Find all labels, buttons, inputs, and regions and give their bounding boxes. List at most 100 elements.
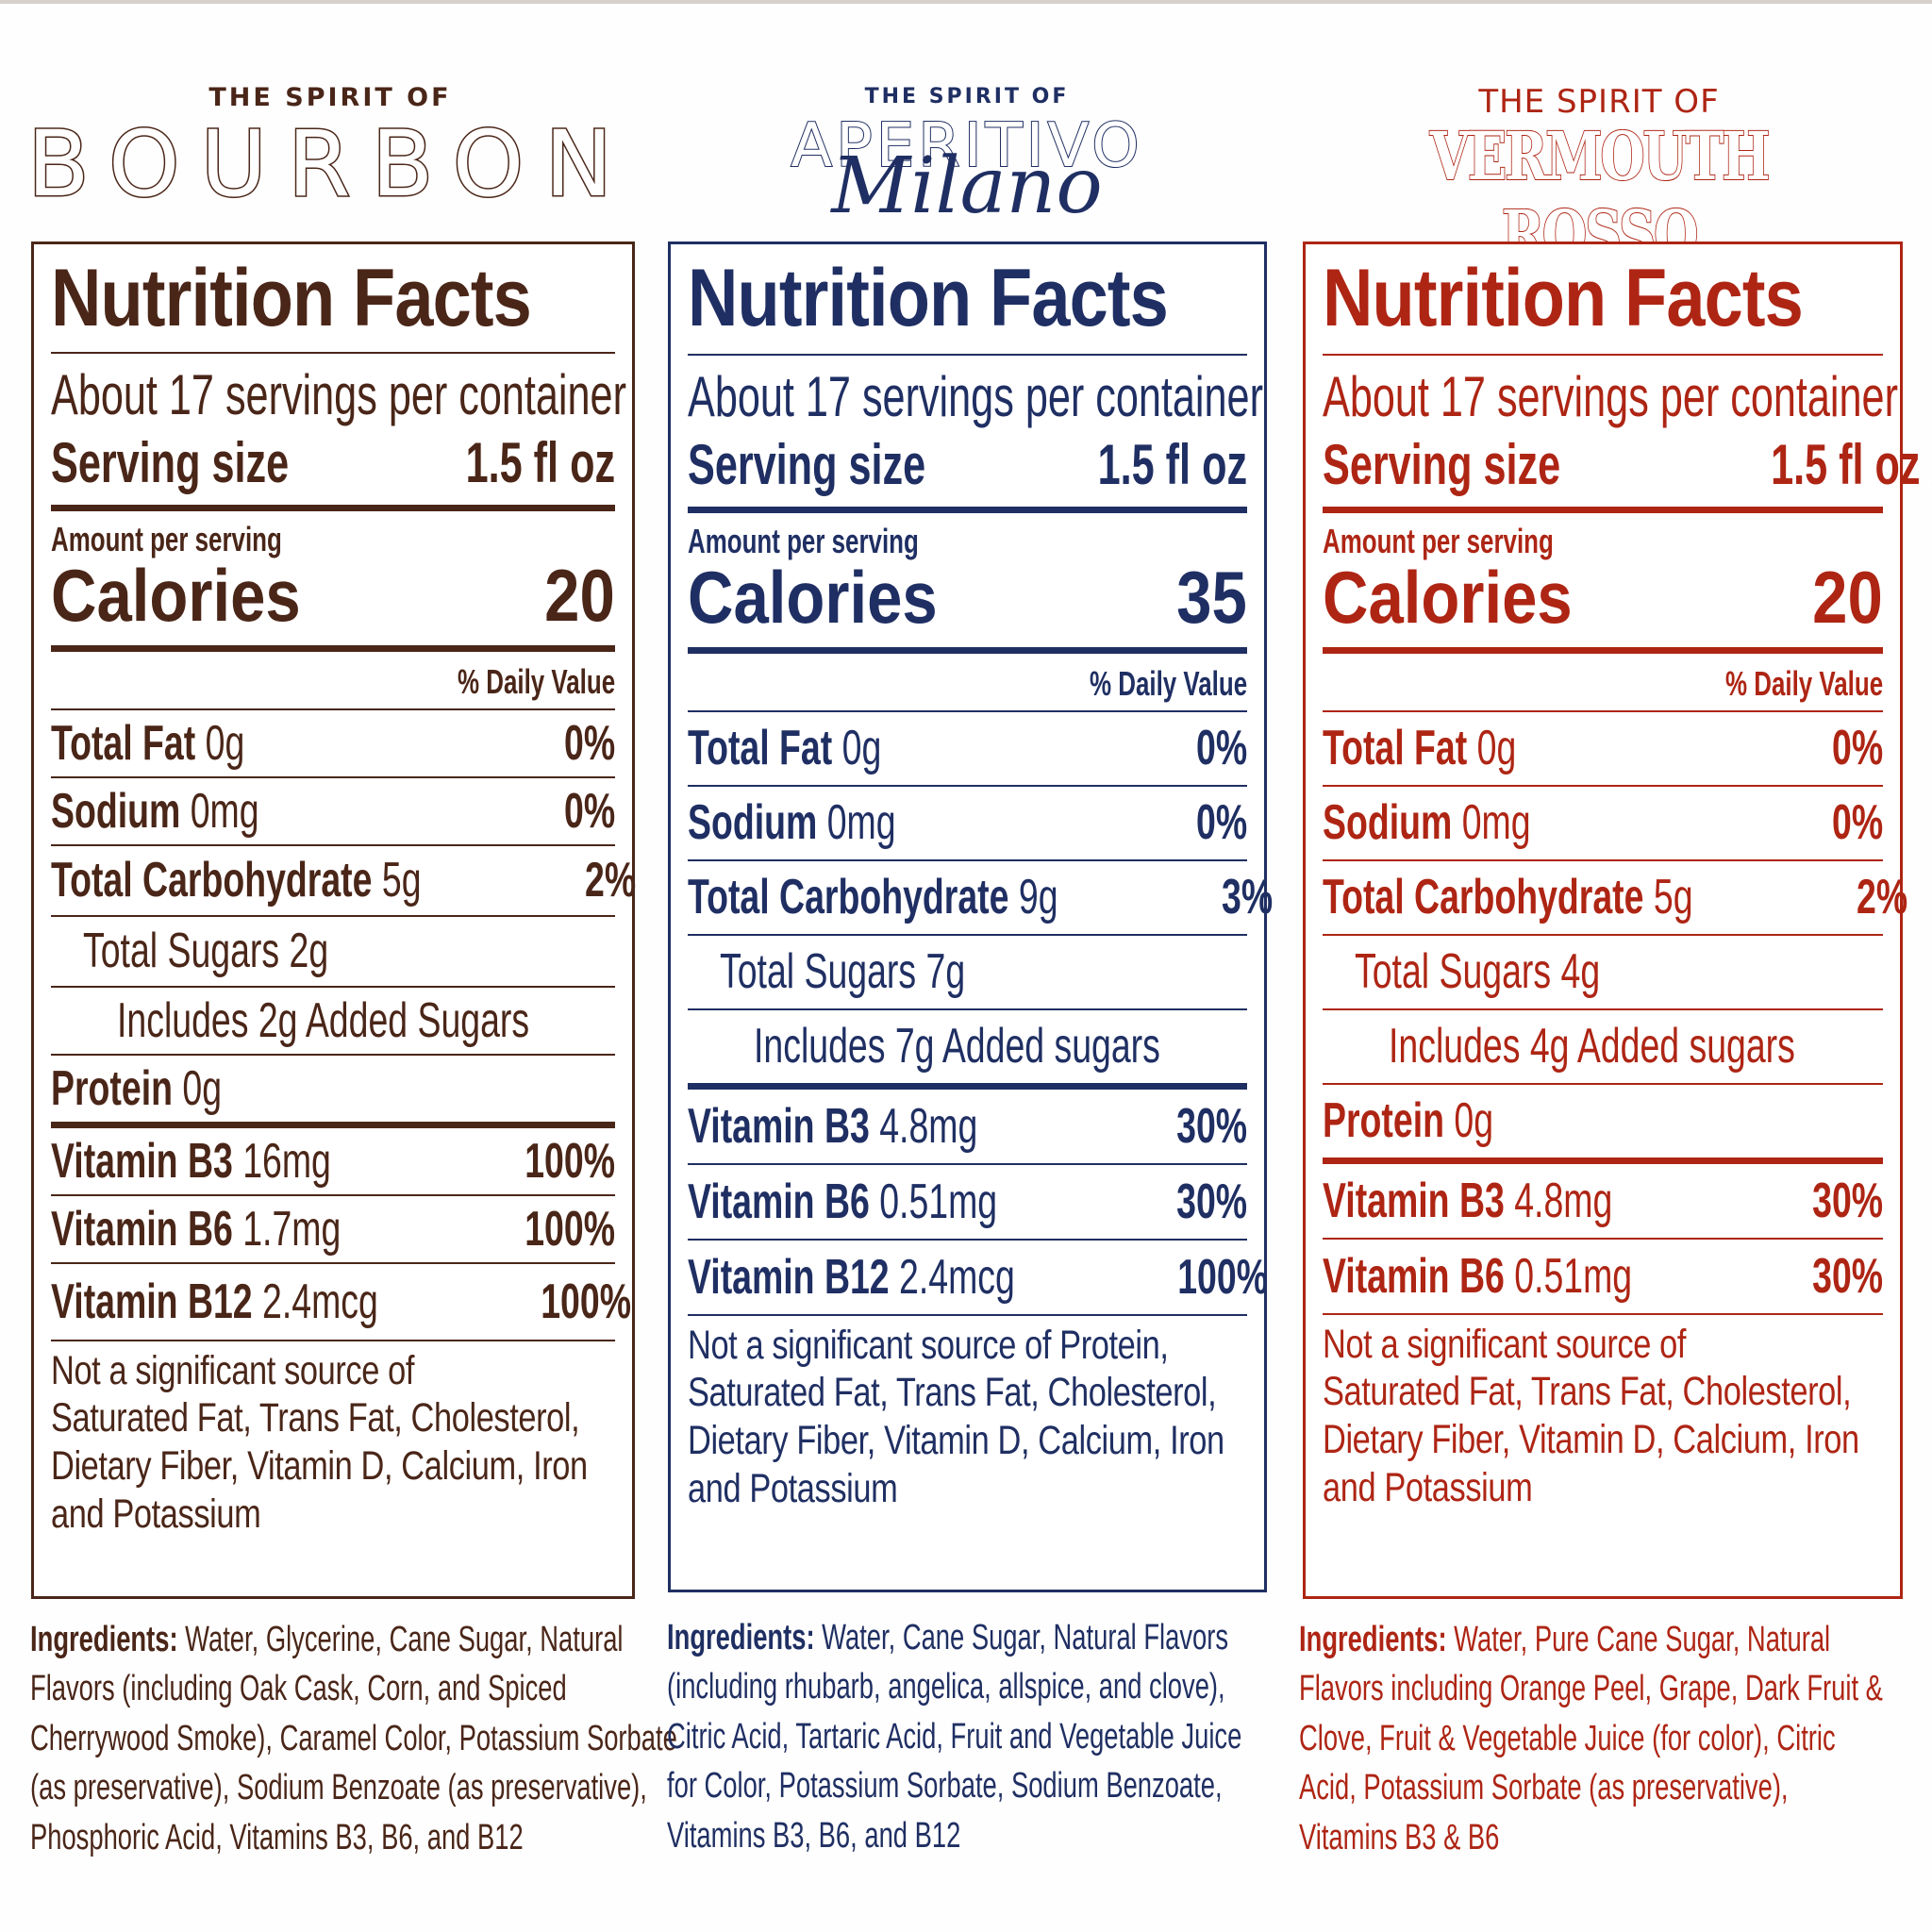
divider	[51, 775, 615, 778]
serving-size-value: 1.5 fl oz	[465, 431, 615, 494]
divider-thick	[51, 1121, 615, 1128]
nutrient-row-sodium: Sodium 0mg 0%	[51, 783, 615, 839]
ingredients-label: Ingredients:	[667, 1618, 815, 1657]
nutrient-row-total-sugars: Total Sugars 7g	[720, 944, 966, 1000]
vitamin-row-b6: Vitamin B6 0.51mg 30%	[688, 1174, 1247, 1229]
divider-thick	[51, 644, 615, 652]
divider-thick	[688, 646, 1247, 654]
divider	[1323, 1082, 1883, 1085]
serving-size-label: Serving size	[688, 433, 926, 496]
divider	[1323, 784, 1883, 787]
nutrient-row-total-fat: Total Fat 0g 0%	[1323, 721, 1883, 776]
divider-thick	[688, 1082, 1247, 1090]
serving-size-value: 1.5 fl oz	[1097, 433, 1247, 496]
nutrition-facts-title: Nutrition Facts	[1323, 253, 1804, 343]
divider	[1323, 933, 1883, 936]
nutrition-facts-box: Nutrition Facts About 17 servings per co…	[668, 242, 1417, 1592]
vitamin-row-b6: Vitamin B6 1.7mg 100%	[51, 1201, 615, 1257]
divider	[51, 708, 615, 710]
serving-size-label: Serving size	[51, 431, 290, 494]
amount-per-serving: Amount per serving	[51, 520, 282, 558]
nutrient-row-total-carbohydrate: Total Carbohydrate 5g 2%	[51, 853, 637, 908]
divider	[51, 985, 615, 988]
nutrient-row-added-sugars: Includes 7g Added sugars 14%	[754, 1019, 1417, 1074]
divider-thick	[1323, 1157, 1883, 1164]
nutrient-row-sodium: Sodium 0mg 0%	[1323, 795, 1883, 851]
brand-name: BOURBON	[25, 110, 634, 219]
footnote: Not a significant source of Saturated Fa…	[1323, 1321, 1859, 1510]
divider	[1323, 1312, 1883, 1315]
divider	[1323, 354, 1883, 356]
brand-script: Milano	[831, 142, 1103, 231]
nutrient-row-total-sugars: Total Sugars 2g	[83, 924, 329, 979]
serving-size-row: Serving size 1.5 fl oz	[51, 435, 615, 491]
ingredients-label: Ingredients:	[30, 1620, 178, 1659]
divider	[688, 1162, 1247, 1165]
brand-kicker: THE SPIRIT OF	[1478, 83, 1720, 121]
ingredients-list: Ingredients: Water, Glycerine, Cane Suga…	[30, 1620, 677, 1857]
ingredients-label: Ingredients:	[1299, 1620, 1447, 1659]
vitamin-row-b3: Vitamin B3 16mg 100%	[51, 1133, 615, 1189]
vitamin-row-b3: Vitamin B3 4.8mg 30%	[688, 1098, 1247, 1154]
top-edge-strip	[0, 0, 1932, 4]
daily-value-header: % Daily Value	[457, 661, 615, 701]
ingredients-list: Ingredients: Water, Pure Cane Sugar, Nat…	[1299, 1620, 1883, 1857]
divider	[688, 784, 1247, 787]
servings-per-container: About 17 servings per container	[51, 363, 626, 426]
divider-thick	[1323, 646, 1883, 654]
divider	[1323, 709, 1883, 712]
calories-row: Calories 35	[688, 560, 1247, 634]
daily-value-header: % Daily Value	[1724, 663, 1883, 703]
nutrient-row-added-sugars: Includes 4g Added sugars 8%	[1389, 1019, 1795, 1074]
nutrient-row-total-carbohydrate: Total Carbohydrate 5g 2%	[1323, 870, 1908, 925]
footnote: Not a significant source of Saturated Fa…	[51, 1347, 588, 1537]
divider	[688, 1008, 1247, 1010]
calories-value: 20	[1812, 555, 1883, 639]
serving-size-value: 1.5 fl oz / 3 tbsp	[1771, 433, 1932, 496]
divider	[51, 1053, 615, 1056]
serving-size-row: Serving size 1.5 fl oz	[688, 437, 1247, 493]
divider-thick	[688, 507, 1247, 513]
footnote: Not a significant source of Protein, Sat…	[688, 1322, 1224, 1511]
nutrition-facts-box: Nutrition Facts About 17 servings per co…	[31, 242, 760, 1599]
vitamin-row-b3: Vitamin B3 4.8mg 30%	[1323, 1173, 1883, 1228]
calories-label: Calories	[1323, 555, 1573, 639]
divider-thick	[51, 505, 615, 511]
divider	[51, 1339, 615, 1341]
serving-size-row: Serving size 1.5 fl oz / 3 tbsp	[1323, 433, 1932, 496]
serving-size-label: Serving size	[1323, 433, 1561, 496]
ingredients-list: Ingredients: Water, Cane Sugar, Natural …	[667, 1618, 1242, 1856]
servings-per-container: About 17 servings per container	[1323, 365, 1898, 428]
nutrient-row-added-sugars: Includes 2g Added Sugars 4%	[117, 992, 760, 1048]
calories-row: Calories 20	[51, 558, 615, 632]
nutrient-row-sodium: Sodium 0mg 0%	[688, 795, 1247, 851]
label-panel-vermouth-rosso: THE SPIRIT OF VERMOUTH ROSSO Nutrition F…	[1288, 0, 1932, 1932]
servings-per-container: About 17 servings per container	[688, 365, 1263, 428]
vitamin-row-b6: Vitamin B6 0.51mg 30%	[1323, 1248, 1883, 1304]
amount-per-serving: Amount per serving	[1323, 522, 1554, 560]
divider-thick	[1323, 507, 1883, 513]
calories-value: 20	[544, 553, 615, 637]
brand-kicker: THE SPIRIT OF	[864, 85, 1070, 108]
nutrient-row-total-sugars: Total Sugars 4g	[1355, 944, 1601, 1000]
calories-label: Calories	[51, 553, 301, 637]
divider	[51, 1193, 615, 1196]
divider	[688, 1313, 1247, 1316]
vitamin-row-b12: Vitamin B12 2.4mcg 100%	[51, 1274, 631, 1329]
brand-name: VERMOUTH ROSSO	[1429, 116, 1771, 275]
divider	[51, 352, 615, 354]
nutrition-facts-title: Nutrition Facts	[51, 253, 532, 343]
label-panel-bourbon: THE SPIRIT OF BOURBON Nutrition Facts Ab…	[19, 0, 760, 1932]
calories-label: Calories	[688, 555, 938, 639]
nutrient-row-total-carbohydrate: Total Carbohydrate 9g 3%	[688, 870, 1274, 925]
nutrition-facts-title: Nutrition Facts	[688, 253, 1169, 343]
vitamin-row-b12: Vitamin B12 2.4mcg 100%	[688, 1249, 1268, 1305]
divider	[51, 914, 615, 917]
divider	[688, 858, 1247, 861]
divider	[688, 354, 1247, 356]
divider	[1323, 858, 1883, 861]
amount-per-serving: Amount per serving	[688, 522, 919, 560]
brand-kicker: THE SPIRIT OF	[208, 83, 452, 112]
nutrition-facts-box: Nutrition Facts About 17 servings per co…	[1303, 242, 1932, 1599]
divider	[688, 709, 1247, 712]
